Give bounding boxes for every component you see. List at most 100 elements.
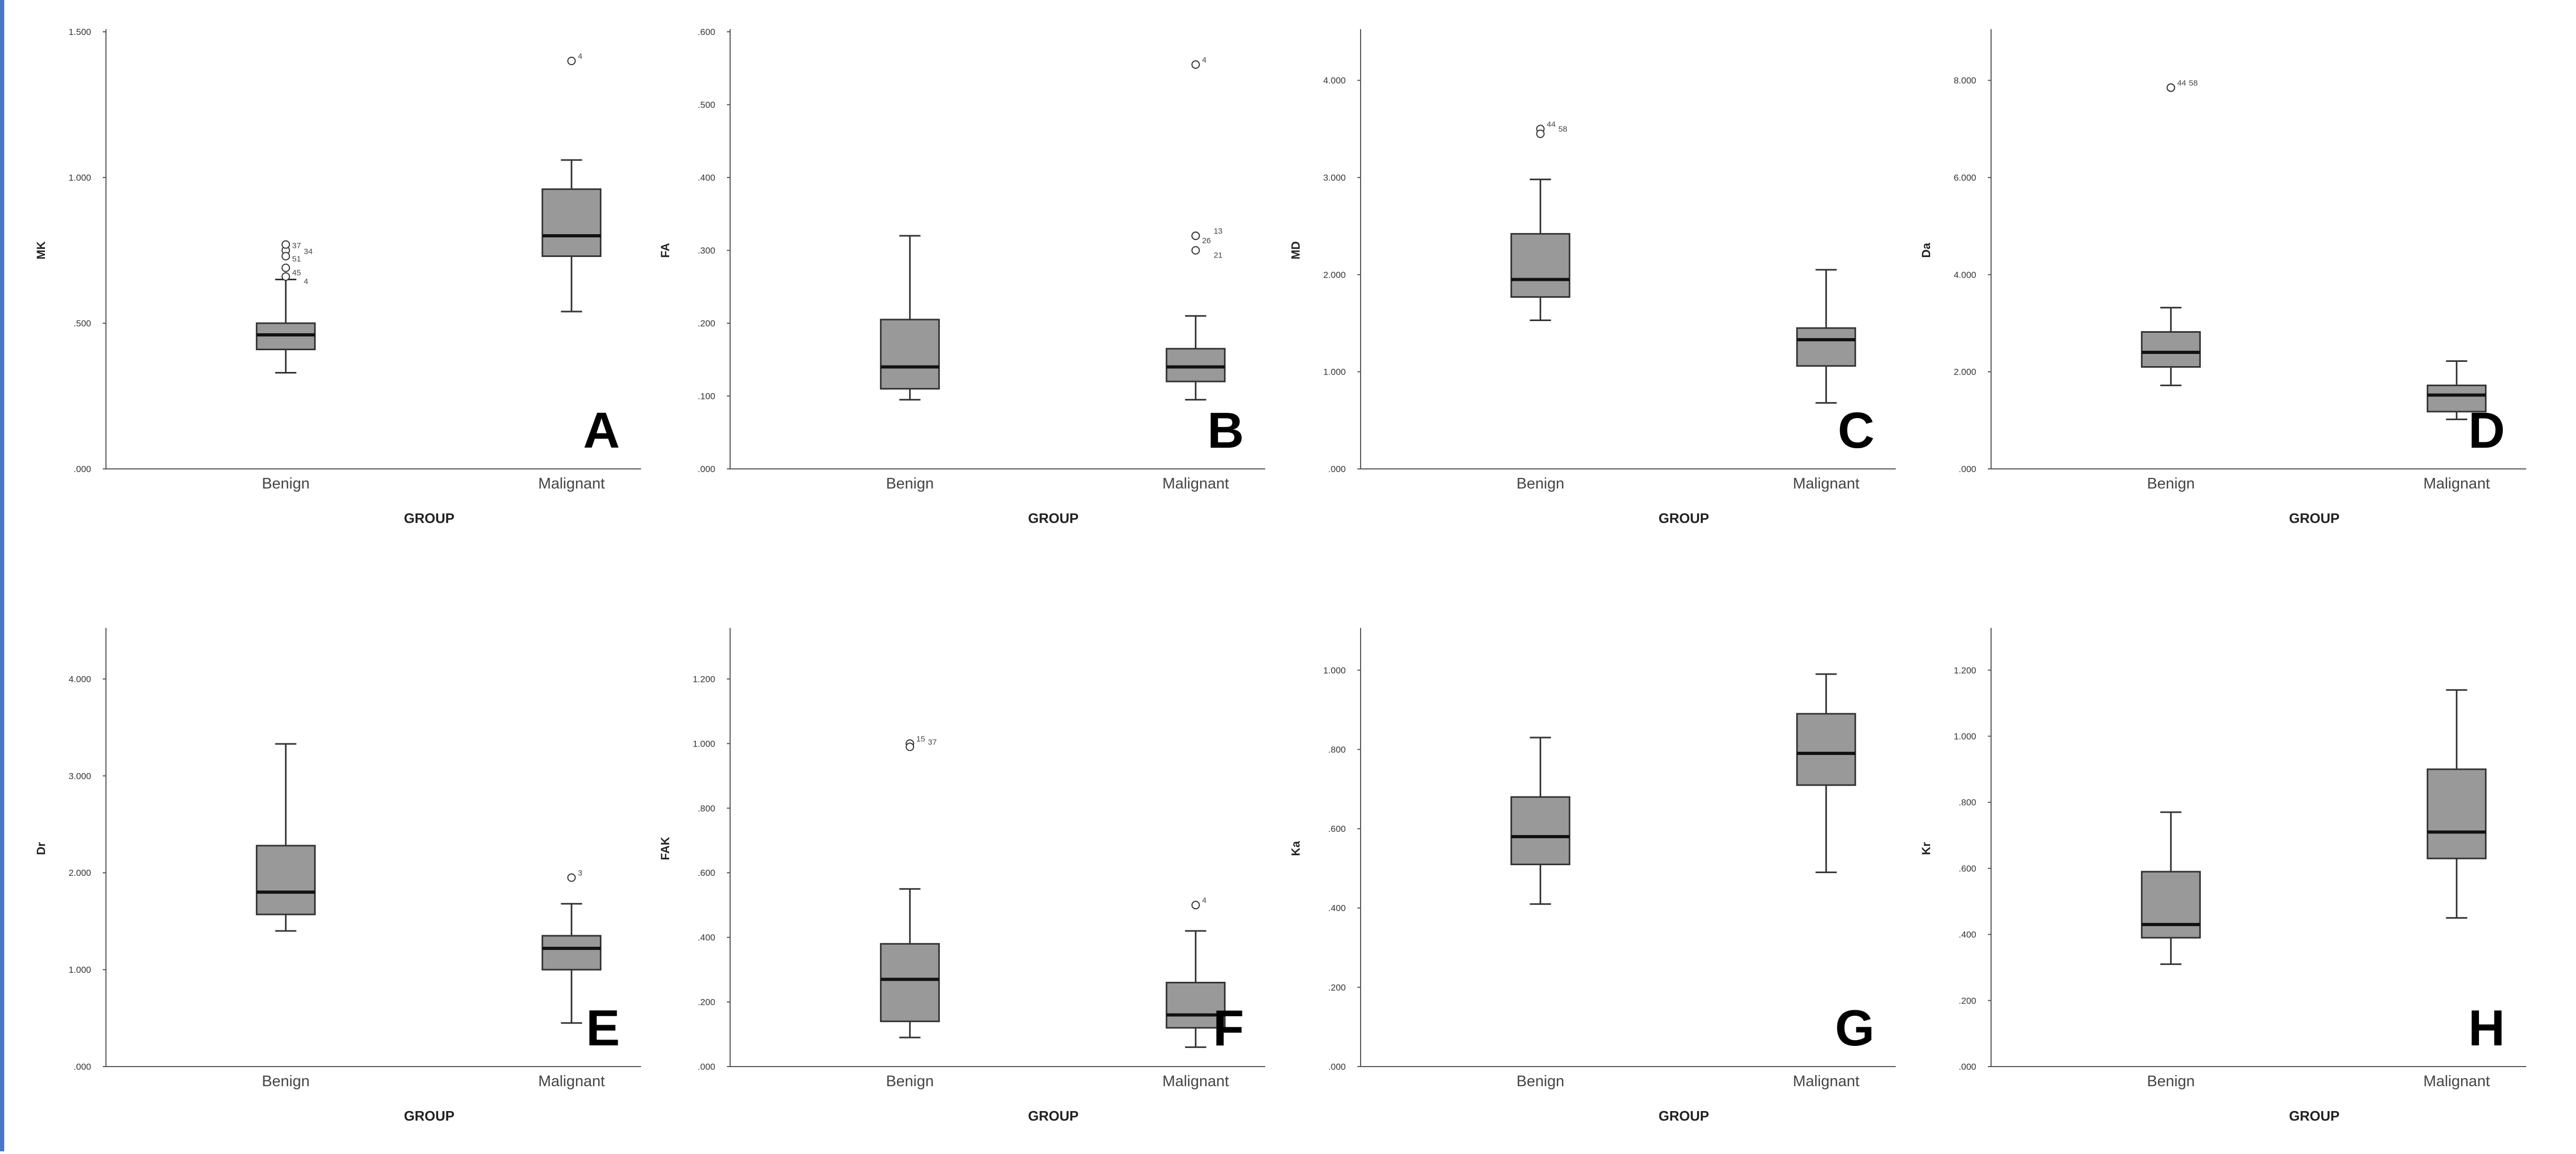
panel-f-category-label: Malignant bbox=[1162, 1073, 1229, 1090]
panel-e: .000 1.000 2.000 3.000 4.000 Dr Benign Malignan… bbox=[34, 628, 641, 1124]
panel-b-box-malignant-outlier-label: 4 bbox=[1202, 56, 1206, 65]
panel-f-y-tick-label: .400 bbox=[698, 933, 715, 943]
panel-g-y-tick-label: .400 bbox=[1328, 903, 1346, 913]
panel-f-box-benign-iqr-box bbox=[880, 943, 940, 1023]
panel-d-box-malignant-iqr-box bbox=[2427, 384, 2487, 413]
panel-a-y-tick-label: .500 bbox=[74, 318, 91, 329]
panel-d-y-tick-label: 4.000 bbox=[1953, 270, 1976, 280]
panel-b: .000 .100 .200 .300 .400 .500 .600 FA Benign Mali… bbox=[659, 27, 1265, 526]
panel-g-y-tick-label: .200 bbox=[1328, 982, 1346, 992]
panel-c-y-tick-label: 2.000 bbox=[1323, 270, 1346, 280]
panel-c-y-tick-label: 1.000 bbox=[1323, 367, 1346, 377]
panel-h-category-label: Malignant bbox=[2423, 1073, 2490, 1090]
panel-a-box-benign-outlier-label: 45 bbox=[292, 269, 301, 278]
panel-a: .000 .500 1.000 1.500 MK Benign Malignant GROUP… bbox=[34, 27, 641, 526]
panel-c-y-tick-label: 4.000 bbox=[1323, 76, 1346, 86]
panel-g-x-axis-label: GROUP bbox=[1658, 1108, 1709, 1124]
panel-f-box-benign-outlier-label: 15 bbox=[916, 734, 925, 743]
panel-c-box-malignant-iqr-box bbox=[1796, 327, 1857, 367]
panel-d-box-benign-outlier-label: 58 bbox=[2189, 78, 2198, 87]
panel-c-box-benign-outlier-label: 44 bbox=[1547, 120, 1556, 129]
panel-a-y-axis-label: MK bbox=[34, 241, 48, 259]
panel-h-y-axis-label: Kr bbox=[1920, 842, 1933, 855]
panel-b-y-tick-label: .500 bbox=[698, 100, 715, 110]
panel-f-box-malignant-outlier-point bbox=[1191, 901, 1200, 910]
panel-b-box-malignant-outlier-point bbox=[1191, 60, 1200, 69]
panel-e-y-axis-label: Dr bbox=[34, 842, 48, 855]
panel-c-y-tick-label: 3.000 bbox=[1323, 173, 1346, 183]
panel-a-box-benign-outlier-label: 4 bbox=[304, 277, 308, 286]
panel-g-letter: G bbox=[1835, 1000, 1875, 1057]
panel-b-y-tick-label: .300 bbox=[698, 246, 715, 256]
panel-b-box-malignant-outlier-label: 13 bbox=[1214, 227, 1223, 236]
panel-b-y-tick-label: .400 bbox=[698, 173, 715, 183]
panel-a-y-tick-label: .000 bbox=[74, 464, 91, 474]
panel-d-category-label: Benign bbox=[2147, 475, 2195, 492]
panel-b-y-axis-label: FA bbox=[659, 243, 672, 258]
panel-a-box-benign-outlier-label: 34 bbox=[304, 247, 313, 256]
panel-g-y-tick-label: .600 bbox=[1328, 824, 1346, 834]
panel-d-y-tick-label: 8.000 bbox=[1953, 76, 1976, 86]
panel-b-category-label: Malignant bbox=[1162, 475, 1229, 492]
panel-b-box-malignant-iqr-box bbox=[1166, 348, 1226, 383]
panel-a-box-benign-outlier-point bbox=[281, 252, 290, 261]
panel-c-box-benign-outlier-label: 58 bbox=[1558, 125, 1567, 134]
panel-d-y-tick-label: 6.000 bbox=[1953, 173, 1976, 183]
panel-e-box-malignant-outlier-label: 3 bbox=[578, 868, 582, 877]
panel-f-box-benign-outlier-label: 37 bbox=[928, 738, 937, 747]
panel-a-letter: A bbox=[583, 402, 620, 459]
panel-c-box-benign-outlier-point bbox=[1536, 129, 1545, 138]
panel-f-y-tick-label: .000 bbox=[698, 1062, 715, 1072]
panel-e-category-label: Benign bbox=[262, 1073, 309, 1090]
panel-b-box-benign-iqr-box bbox=[880, 318, 940, 390]
panel-e-box-malignant-iqr-box bbox=[541, 935, 602, 971]
panel-a-category-label: Malignant bbox=[538, 475, 605, 492]
panel-d-y-tick-label: 2.000 bbox=[1953, 367, 1976, 377]
panel-a-box-malignant-outlier-label: 4 bbox=[578, 52, 582, 61]
panel-h-y-tick-label: .200 bbox=[1959, 996, 1976, 1006]
panel-d-box-benign-outlier-point bbox=[2166, 83, 2175, 92]
panel-g-y-tick-label: .000 bbox=[1328, 1062, 1346, 1072]
panel-b-y-tick-label: .100 bbox=[698, 392, 715, 402]
left-edge-bar bbox=[0, 0, 4, 1151]
panel-e-category-label: Malignant bbox=[538, 1073, 605, 1090]
panel-a-box-benign-outlier-point bbox=[281, 240, 290, 249]
panel-e-letter: E bbox=[586, 1000, 620, 1057]
panel-g-y-axis-label: Ka bbox=[1289, 841, 1302, 856]
panel-h-y-tick-label: .400 bbox=[1959, 930, 1976, 940]
panel-a-y-tick-label: 1.000 bbox=[68, 173, 91, 183]
panel-f: .000 .200 .400 .600 .800 1.000 1.200 FAK Benign M… bbox=[659, 628, 1265, 1124]
panel-a-box-benign-outlier-point bbox=[281, 272, 290, 281]
panel-f-box-malignant-outlier-label: 4 bbox=[1202, 896, 1206, 905]
panel-c-y-axis-label: MD bbox=[1289, 241, 1302, 259]
panel-b-y-tick-label: .200 bbox=[698, 318, 715, 329]
panel-b-box-malignant-outlier-point bbox=[1191, 232, 1200, 240]
panel-f-y-tick-label: .600 bbox=[698, 868, 715, 878]
panel-c-x-axis-label: GROUP bbox=[1658, 510, 1709, 526]
panel-g-y-tick-label: 1.000 bbox=[1323, 665, 1346, 676]
panel-h-y-tick-label: 1.200 bbox=[1953, 665, 1976, 676]
panel-h-category-label: Benign bbox=[2147, 1073, 2195, 1090]
panel-b-y-tick-label: .600 bbox=[698, 27, 715, 37]
panel-a-box-malignant-outlier-point bbox=[567, 57, 576, 65]
panel-h-box-benign-iqr-box bbox=[2140, 871, 2201, 939]
panel-b-category-label: Benign bbox=[886, 475, 934, 492]
panel-a-category-label: Benign bbox=[262, 475, 309, 492]
panel-e-box-malignant-outlier-point bbox=[567, 873, 576, 882]
panel-c-category-label: Benign bbox=[1516, 475, 1564, 492]
panel-d-category-label: Malignant bbox=[2423, 475, 2490, 492]
panel-c-letter: C bbox=[1838, 402, 1875, 459]
panel-g-box-benign-iqr-box bbox=[1510, 796, 1570, 865]
panel-h-letter: H bbox=[2468, 1000, 2505, 1057]
panel-c-box-benign-iqr-box bbox=[1510, 233, 1570, 298]
panel-d-y-tick-label: .000 bbox=[1959, 464, 1976, 474]
panel-a-y-tick-label: 1.500 bbox=[68, 27, 91, 37]
panel-a-box-benign-outlier-point bbox=[281, 263, 290, 272]
panel-e-y-tick-label: 4.000 bbox=[68, 674, 91, 684]
panel-a-box-malignant-iqr-box bbox=[541, 188, 602, 257]
panel-d: .000 2.000 4.000 6.000 8.000 Da Benign Malignan… bbox=[1920, 29, 2526, 526]
panel-e-y-tick-label: .000 bbox=[74, 1062, 91, 1072]
panel-b-box-malignant-outlier-label: 26 bbox=[1202, 236, 1211, 245]
panel-g-y-tick-label: .800 bbox=[1328, 744, 1346, 754]
panel-b-box-malignant-outlier-label: 21 bbox=[1214, 251, 1223, 260]
